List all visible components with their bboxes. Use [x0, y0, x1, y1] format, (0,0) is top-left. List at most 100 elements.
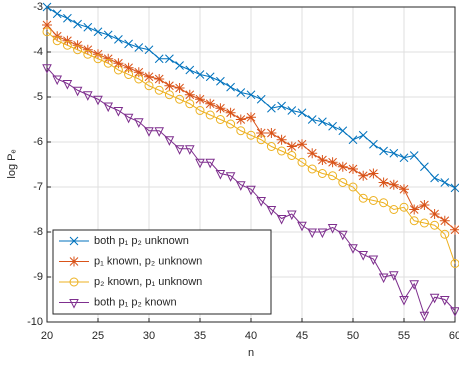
legend-marker: [69, 236, 79, 246]
x-tick-label: 60: [449, 330, 459, 342]
series-marker: [440, 178, 450, 187]
series-marker: [225, 172, 236, 182]
series-marker: [327, 224, 338, 234]
series-marker: [164, 80, 175, 91]
series-marker: [287, 106, 297, 115]
series-marker: [317, 228, 328, 239]
series-marker: [419, 200, 430, 210]
series-marker: [378, 273, 389, 284]
series-marker: [399, 153, 409, 163]
legend-marker: [69, 299, 79, 309]
series-marker: [164, 136, 175, 146]
series-marker: [318, 117, 327, 127]
series-marker: [358, 130, 368, 140]
legend-label: p₂ known, p₁ unknown: [94, 276, 202, 288]
series-marker: [256, 94, 266, 104]
series-marker: [184, 89, 195, 100]
series-marker: [205, 98, 216, 109]
series-marker: [307, 115, 317, 124]
series-marker: [144, 45, 154, 55]
series-marker: [297, 139, 307, 150]
series-marker: [450, 259, 459, 268]
y-axis-label: log Pₑ: [6, 149, 18, 178]
series-marker: [358, 170, 369, 181]
series-marker: [42, 27, 52, 37]
series-marker: [62, 40, 72, 50]
x-tick-label: 45: [296, 330, 308, 342]
series-marker: [93, 27, 103, 37]
series-marker: [93, 95, 103, 106]
series-marker: [430, 173, 439, 183]
series-marker: [185, 99, 195, 109]
series-marker: [419, 218, 429, 228]
series-marker: [144, 127, 154, 137]
series-marker: [317, 155, 328, 165]
series-marker: [114, 35, 123, 44]
series-marker: [63, 13, 72, 23]
series-marker: [409, 280, 420, 290]
series-marker: [225, 107, 236, 118]
series-marker: [409, 151, 419, 160]
series-marker: [399, 202, 409, 212]
series-marker: [195, 106, 205, 115]
series-marker: [368, 196, 378, 205]
series-marker: [450, 224, 459, 235]
series-marker: [429, 293, 440, 304]
y-tick-label: -5: [33, 91, 43, 103]
series-marker: [328, 121, 337, 131]
series-marker: [409, 204, 420, 215]
series-marker: [52, 75, 63, 86]
x-tick-label: 55: [398, 330, 410, 342]
x-tick-label: 30: [143, 330, 155, 342]
y-tick-label: -9: [33, 271, 43, 283]
legend: both p₁ p₂ unknown p₁ known, p₂ unknown p₂…: [52, 229, 272, 315]
x-tick-label: 25: [92, 330, 104, 342]
series-marker: [388, 179, 399, 190]
series-marker: [83, 22, 93, 32]
series-marker: [429, 209, 440, 219]
series-marker: [175, 61, 184, 70]
series-marker: [103, 58, 113, 68]
series-marker: [307, 148, 318, 159]
series-marker: [165, 54, 174, 64]
legend-label: both p₁ p₂ unknown: [94, 235, 189, 247]
series-marker: [82, 91, 93, 101]
series-marker: [205, 110, 215, 120]
series-marker: [236, 88, 246, 97]
series-marker: [226, 119, 236, 129]
series-marker: [134, 43, 144, 52]
series-marker: [236, 126, 246, 136]
series-marker: [420, 162, 429, 172]
y-tick-label: -7: [33, 181, 43, 193]
legend-label: p₁ known, p₂ unknown: [94, 255, 202, 267]
series-marker: [368, 168, 379, 179]
series-marker: [174, 83, 185, 93]
y-tick-label: -8: [33, 226, 43, 238]
series-marker: [348, 135, 358, 145]
series-marker: [144, 81, 154, 91]
series-marker: [133, 67, 144, 78]
series-marker: [358, 193, 368, 203]
legend-marker: [69, 277, 79, 287]
series-marker: [123, 62, 134, 73]
series-marker: [297, 157, 307, 167]
series-marker: [246, 112, 256, 123]
series-marker: [256, 135, 266, 145]
series-marker: [348, 182, 358, 192]
series-marker: [175, 94, 185, 104]
series-marker: [133, 118, 144, 128]
series-marker: [123, 113, 134, 124]
series-marker: [286, 210, 297, 221]
series-marker: [83, 49, 93, 59]
series-marker: [297, 108, 307, 118]
series-marker: [154, 127, 165, 137]
series-marker: [266, 206, 277, 216]
series-marker: [307, 228, 318, 239]
series-marker: [164, 90, 174, 100]
series-marker: [276, 134, 287, 145]
series-marker: [205, 158, 216, 169]
series-marker: [103, 102, 114, 113]
series-marker: [113, 107, 124, 117]
series-marker: [246, 130, 256, 140]
